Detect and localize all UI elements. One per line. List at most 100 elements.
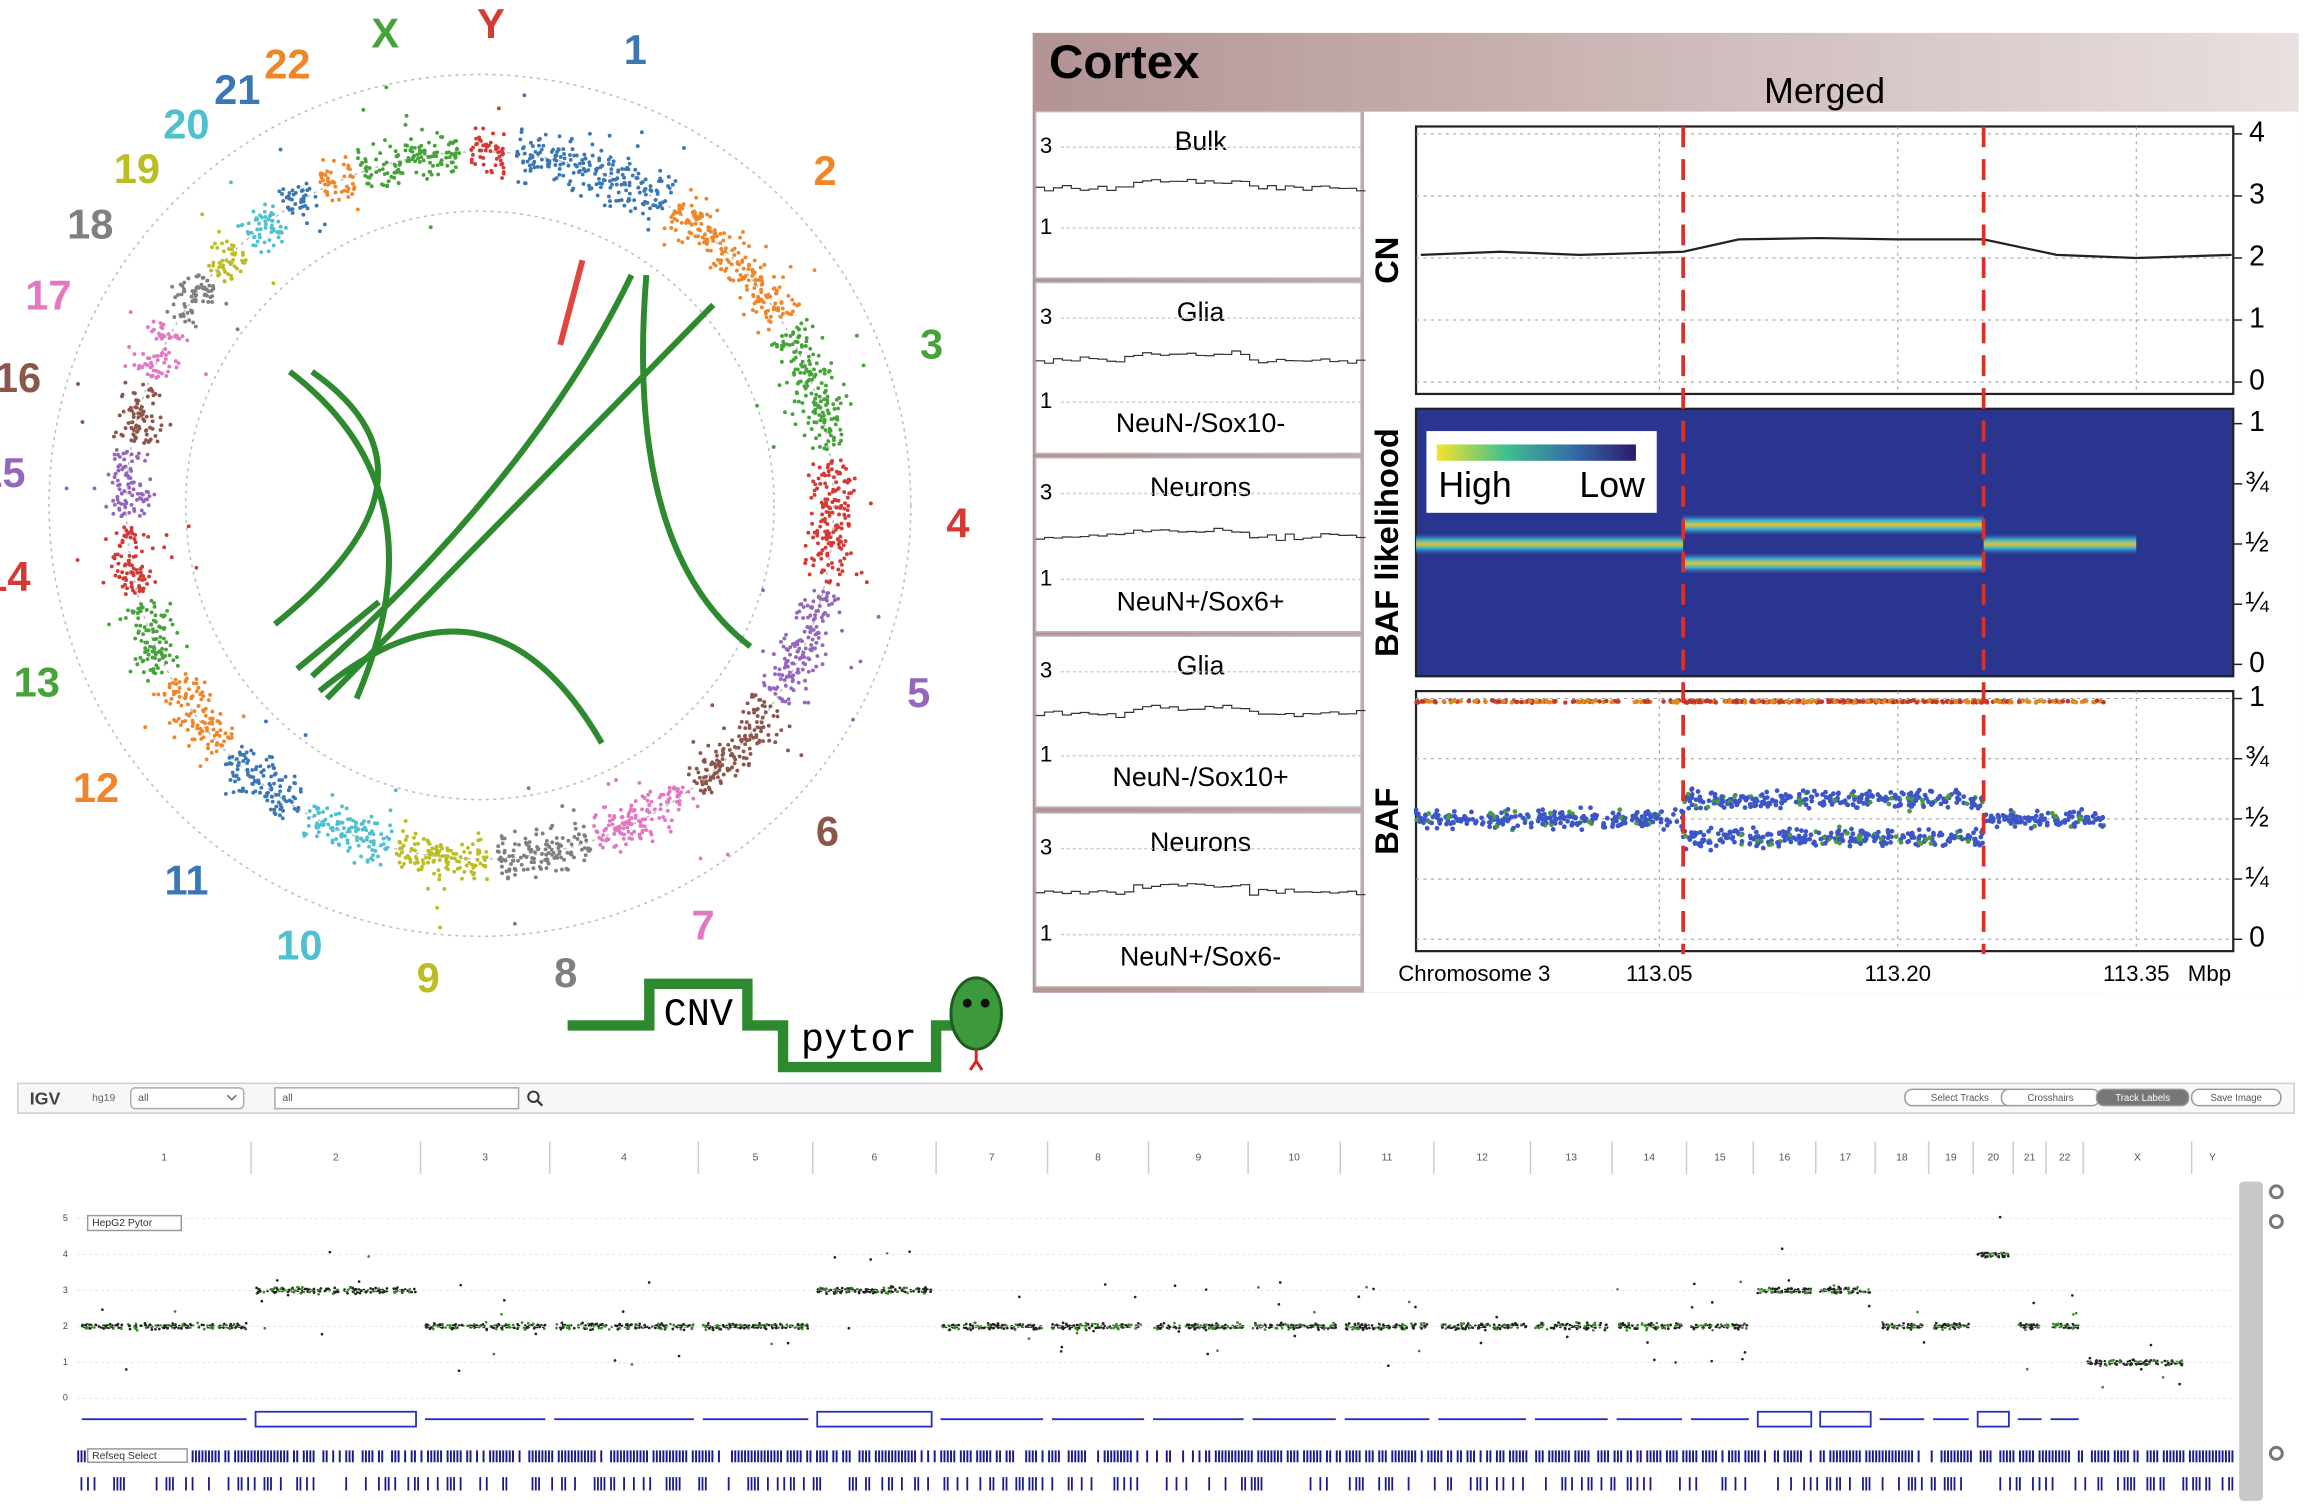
cn-point (440, 854, 444, 859)
baf-point (2047, 699, 2052, 704)
cn-point (816, 405, 821, 410)
cn-point (145, 582, 150, 586)
chromosome-label: 1 (624, 26, 647, 73)
cn-point (283, 774, 288, 779)
cn-point (201, 694, 206, 698)
cn-point (143, 458, 147, 463)
cn-point (540, 831, 545, 836)
cn-point (153, 656, 157, 661)
locus-select[interactable] (130, 1087, 245, 1110)
cn-point (346, 1291, 349, 1295)
cn-point (828, 541, 833, 546)
cn-point (812, 268, 817, 273)
cn-point (598, 165, 603, 170)
cn-point (826, 473, 831, 478)
cn-point (370, 829, 374, 834)
cn-point (241, 752, 245, 757)
cn-point (358, 1291, 362, 1295)
baf-point (1557, 815, 1563, 821)
baf-point (1706, 828, 1711, 834)
cn-point (154, 1327, 157, 1331)
chromosome-points (755, 317, 866, 452)
gear-icon[interactable] (2268, 1214, 2284, 1229)
cn-point (165, 608, 170, 613)
cn-point (525, 1326, 529, 1329)
search-icon[interactable] (527, 1090, 540, 1103)
cn-point (629, 822, 634, 827)
cn-point (127, 510, 132, 515)
baf-point (1587, 819, 1592, 825)
cn-point (854, 333, 859, 338)
cn-point (167, 336, 172, 340)
cn-point (211, 284, 216, 289)
hom-points (1982, 698, 2106, 705)
cn-point (597, 156, 602, 161)
baf-point (1817, 699, 1822, 705)
cn-point (127, 553, 132, 558)
cn-point (393, 788, 398, 793)
cn-point (825, 398, 830, 402)
cn-point (408, 1290, 411, 1294)
gear-icon[interactable] (2268, 1445, 2284, 1461)
cn-point (334, 837, 339, 842)
cn-point (119, 491, 124, 496)
cn-point (669, 226, 674, 230)
cn-point (842, 506, 847, 511)
baf-point (1930, 699, 1936, 704)
baf-point (1683, 833, 1688, 839)
cn-point (660, 206, 665, 211)
search-box[interactable] (274, 1087, 520, 1110)
cn-point (333, 184, 338, 189)
cn-point (495, 849, 500, 854)
cn-point (139, 413, 144, 418)
scrollbar[interactable] (2239, 1181, 2263, 1501)
cn-point (133, 636, 138, 641)
cn-point (598, 842, 603, 847)
cn-point (253, 779, 258, 784)
cn-point (782, 636, 787, 641)
cn-point (805, 624, 810, 629)
baf-point (1547, 815, 1553, 821)
cn-point (646, 216, 651, 221)
cn-point (177, 1326, 180, 1330)
cn-point (265, 798, 270, 803)
cn-point (179, 292, 184, 297)
cn-point (402, 861, 406, 866)
cn-point (139, 508, 144, 513)
cn-point (532, 860, 536, 865)
baf-point (1727, 830, 1733, 836)
cn-point (173, 690, 177, 695)
baf-point (1499, 810, 1504, 816)
gear-icon[interactable] (2268, 1184, 2284, 1200)
baf-point (1858, 796, 1864, 801)
cn-point (824, 403, 828, 408)
toolbar-button (2190, 1088, 2282, 1107)
cn-point (224, 301, 229, 306)
cn-point (458, 865, 462, 870)
cn-point (771, 652, 776, 657)
cn-point (162, 613, 167, 618)
cn-point (153, 580, 158, 584)
baf-point (2091, 699, 2096, 705)
cn-point (795, 667, 800, 672)
cn-point (262, 240, 267, 245)
cn-point (367, 166, 372, 170)
cn-point (135, 611, 140, 616)
cn-point (639, 130, 644, 135)
cn-point (802, 364, 807, 368)
cn-point (774, 732, 779, 737)
baf-point (2012, 824, 2018, 829)
cn-point (425, 177, 429, 181)
cn-point (510, 858, 515, 863)
cn-point (135, 497, 139, 502)
sample-sublabel: NeuN+/Sox6- (1120, 942, 1281, 972)
baf-point (1927, 835, 1933, 841)
cn-point (144, 432, 149, 437)
cn-point (752, 710, 757, 715)
cn-point (750, 692, 755, 697)
cn-point (816, 635, 821, 640)
cn-point (681, 203, 685, 208)
cn-point (249, 748, 254, 753)
cn-point (613, 1359, 617, 1362)
cn-point (777, 383, 782, 388)
